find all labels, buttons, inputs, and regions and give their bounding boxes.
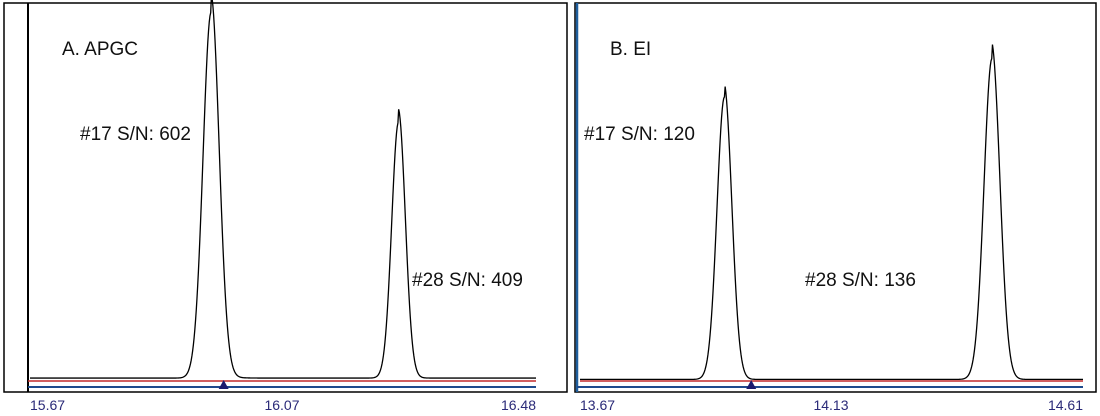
- triangle-up-marker-icon: [218, 380, 229, 389]
- panel-ei: B. EI #17 S/N: 120 #28 S/N: 136 13.67 14…: [574, 2, 1097, 413]
- panel-apgc-trace-line: [30, 0, 536, 379]
- panel-apgc-x-tick-end: 16.48: [501, 397, 536, 413]
- panel-apgc-frame: [3, 2, 568, 393]
- panel-apgc-x-tick-mid: 16.07: [264, 397, 299, 413]
- panel-ei-x-tick-start: 13.67: [580, 397, 615, 413]
- panel-apgc-x-tick-start: 15.67: [30, 397, 65, 413]
- panel-ei-title: B. EI: [610, 39, 651, 60]
- panel-apgc: A. APGC #17 S/N: 602 #28 S/N: 409 15.67 …: [3, 0, 568, 413]
- panel-ei-frame: [574, 2, 1097, 393]
- panel-apgc-peak-17-label: #17 S/N: 602: [80, 124, 191, 145]
- panel-ei-peak-28-label: #28 S/N: 136: [805, 270, 916, 291]
- panel-ei-trace-line: [580, 44, 1083, 381]
- panel-apgc-peak-28-label: #28 S/N: 409: [412, 270, 523, 291]
- panel-apgc-title: A. APGC: [62, 39, 138, 60]
- triangle-up-marker-icon: [746, 380, 757, 389]
- panel-ei-x-tick-end: 14.61: [1048, 397, 1083, 413]
- panel-ei-x-tick-mid: 14.13: [813, 397, 848, 413]
- panel-ei-peak-17-label: #17 S/N: 120: [584, 124, 695, 145]
